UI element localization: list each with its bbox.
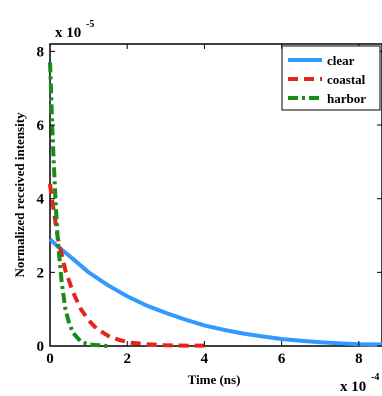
y-tick-label: 6 [37, 118, 45, 134]
x-multiplier-exponent: -4 [371, 372, 379, 383]
legend-items: clear coastal harbor [288, 53, 366, 106]
legend-box [281, 45, 381, 111]
y-ticks: 0 2 4 6 8 [37, 44, 382, 355]
x-tick-label: 8 [355, 351, 363, 367]
y-tick-label: 0 [37, 339, 45, 355]
legend-label-clear: clear [327, 53, 355, 68]
y-tick-label: 8 [37, 44, 45, 60]
x-tick-label: 6 [278, 351, 286, 367]
legend: clear coastal harbor [281, 45, 381, 111]
y-axis-label: Normalized received intensity [12, 112, 27, 278]
x-tick-label: 2 [123, 351, 131, 367]
legend-label-harbor: harbor [327, 91, 366, 106]
legend-label-coastal: coastal [327, 72, 366, 87]
y-multiplier: x 10 [55, 25, 81, 41]
series-line-clear [48, 237, 382, 347]
x-tick-label: 4 [201, 351, 209, 367]
y-tick-label: 2 [37, 265, 45, 281]
y-multiplier-exponent: -5 [86, 19, 94, 30]
series-group [48, 62, 382, 348]
x-axis-label: Time (ns) [188, 372, 241, 387]
series-line-harbor [48, 62, 109, 348]
y-tick-label: 4 [37, 192, 45, 208]
x-multiplier: x 10 [340, 379, 366, 395]
x-tick-label: 0 [46, 351, 54, 367]
